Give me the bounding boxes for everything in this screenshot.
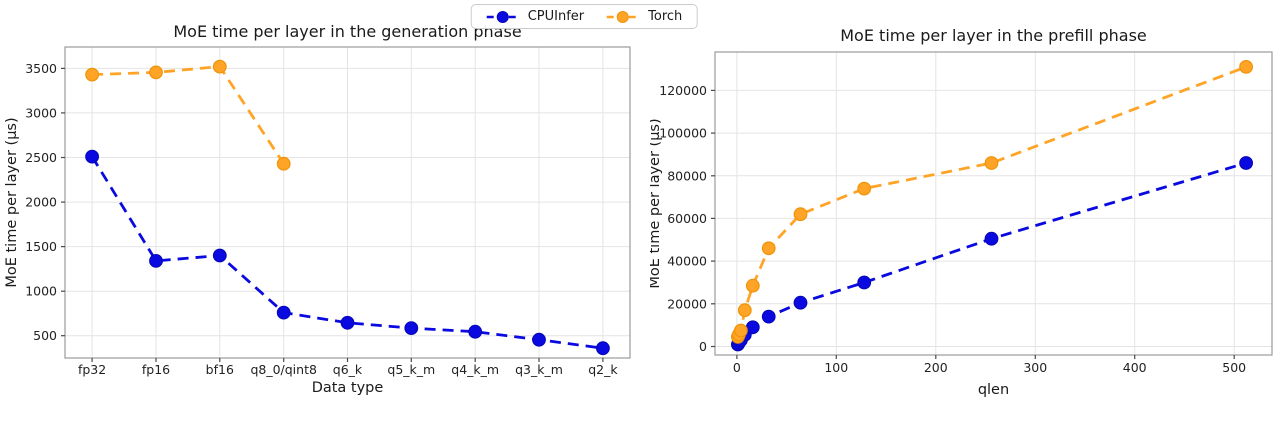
x-axis-label: Data type [312, 380, 384, 396]
series-torch [730, 60, 1253, 344]
chart-title: MoE time per layer in the generation pha… [173, 22, 521, 41]
x-tick-label: fp32 [78, 362, 106, 377]
series-cpuinfer [85, 149, 610, 356]
y-tick-label: 2000 [25, 195, 57, 210]
y-tick-label: 0 [699, 339, 707, 354]
series-torch [85, 59, 291, 171]
x-tick-label: 400 [1123, 360, 1147, 375]
series-cpuinfer [730, 156, 1253, 352]
prefill-phase-chart: 0 20000 40000 60000 80000 100000 120000 0 100 200… [650, 26, 1273, 398]
data-point-marker [532, 332, 546, 347]
data-point-marker [149, 65, 163, 80]
y-tick-label: 2500 [25, 150, 57, 165]
data-point-marker [404, 321, 419, 336]
axes-ticks: 500 1000 1500 2000 2500 3000 3500 fp32 fp16 bf16 q… [25, 61, 618, 377]
x-tick-label: 0 [733, 360, 741, 375]
data-point-marker [276, 156, 291, 171]
data-point-marker [212, 59, 227, 74]
y-tick-label: 100000 [659, 126, 707, 141]
x-axis-label: qlen [978, 382, 1009, 398]
data-point-marker [1239, 156, 1253, 170]
x-tick-label: 100 [824, 360, 848, 375]
data-point-marker [745, 320, 760, 335]
y-tick-label: 40000 [667, 254, 707, 269]
y-tick-label: 1500 [25, 239, 57, 254]
x-tick-label: q8_0/qint8 [250, 362, 317, 377]
x-tick-label: 500 [1222, 360, 1246, 375]
y-tick-label: 120000 [659, 83, 707, 98]
data-point-marker [212, 248, 227, 263]
x-tick-label: 200 [924, 360, 948, 375]
data-point-marker [1239, 60, 1253, 74]
data-point-marker [761, 241, 776, 256]
x-tick-label: q6_k [333, 362, 363, 377]
axes-ticks: 0 20000 40000 60000 80000 100000 120000 0 100 200… [659, 83, 1246, 375]
x-tick-label: bf16 [206, 362, 234, 377]
x-tick-label: q4_k_m [451, 362, 499, 377]
x-tick-label: q3_k_m [515, 362, 563, 377]
cpuinfer-dashed-line-marker-icon [486, 10, 519, 23]
data-point-marker [745, 278, 760, 293]
legend-item-torch: Torch [606, 9, 682, 24]
data-point-marker [761, 309, 776, 324]
x-tick-label: q2_k [588, 362, 618, 377]
legend-label-torch: Torch [648, 9, 683, 24]
series-line [736, 161, 1247, 346]
y-tick-label: 3000 [25, 105, 57, 120]
y-tick-label: 80000 [667, 168, 707, 183]
x-tick-label: q5_k_m [387, 362, 435, 377]
data-point-marker [733, 323, 748, 338]
x-tick-label: 300 [1023, 360, 1047, 375]
grid-lines [715, 52, 1272, 355]
data-point-marker [984, 156, 999, 170]
y-tick-label: 60000 [667, 211, 707, 226]
y-tick-label: 1000 [25, 284, 57, 299]
data-point-marker [85, 67, 99, 82]
data-point-marker [596, 341, 610, 356]
data-point-marker [276, 305, 291, 320]
torch-dashed-line-marker-icon [607, 10, 640, 23]
generation-phase-chart: 500 1000 1500 2000 2500 3000 3500 fp32 fp16 bf16 q… [4, 22, 631, 396]
data-point-marker [793, 295, 808, 310]
series-line [90, 155, 604, 350]
y-axis-label: MoE time per layer (µs) [650, 118, 663, 288]
legend-label-cpuinfer: CPUInfer [527, 9, 585, 24]
y-tick-label: 20000 [667, 296, 707, 311]
data-point-marker [737, 303, 752, 318]
data-point-marker [793, 207, 808, 222]
legend-item-cpuinfer: CPUInfer [486, 9, 584, 24]
y-tick-label: 500 [33, 328, 57, 343]
data-point-marker [468, 324, 483, 339]
data-point-marker [857, 181, 872, 196]
data-point-marker [85, 149, 99, 164]
data-point-marker [340, 315, 355, 330]
series-line [736, 65, 1247, 338]
data-point-marker [984, 231, 999, 246]
data-point-marker [149, 253, 163, 268]
y-tick-label: 3500 [25, 61, 57, 76]
x-tick-label: fp16 [142, 362, 170, 377]
y-axis-label: MoE time per layer (µs) [4, 117, 20, 287]
legend: CPUInfer Torch [470, 4, 698, 29]
grid-lines [65, 47, 630, 358]
chart-title: MoE time per layer in the prefill phase [840, 26, 1147, 45]
data-point-marker [857, 275, 872, 290]
plot-frame [714, 51, 1273, 356]
series-line [92, 65, 285, 165]
